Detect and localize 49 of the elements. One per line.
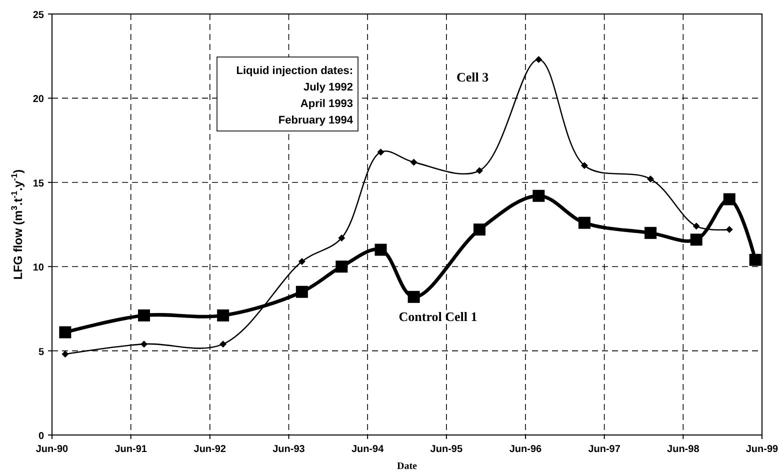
x-axis-title: Date <box>397 461 418 472</box>
x-tick-label: Jun-97 <box>588 444 621 455</box>
y-tick-label: 25 <box>32 10 44 21</box>
point <box>410 158 418 166</box>
x-tick-label: Jun-91 <box>114 444 148 455</box>
x-tick-label: Jun-93 <box>272 444 306 455</box>
point <box>377 148 384 156</box>
point <box>535 56 542 63</box>
y-tick-label: 0 <box>38 431 44 442</box>
x-tick-label: Jun-92 <box>194 444 226 455</box>
annotation: Liquid injection dates: <box>236 65 353 77</box>
x-tick-label: Jun-94 <box>351 444 384 455</box>
point <box>59 326 72 338</box>
annotation: April 1993 <box>300 98 353 110</box>
point <box>408 290 420 303</box>
x-tick-label: Jun-96 <box>509 444 542 455</box>
point <box>580 162 588 170</box>
text: Cell 3 <box>456 69 490 84</box>
annotation: February 1994 <box>278 114 354 126</box>
point <box>217 309 230 322</box>
x-tick-label: Jun-90 <box>36 444 69 455</box>
point <box>296 286 308 298</box>
x-tick-label: Jun-95 <box>430 444 463 455</box>
point <box>298 258 306 266</box>
point <box>473 224 486 236</box>
point <box>476 167 483 174</box>
point <box>647 176 654 183</box>
point <box>138 309 150 322</box>
point <box>62 350 69 358</box>
point <box>336 260 348 273</box>
point <box>374 244 387 256</box>
annotation: July 1992 <box>303 82 353 94</box>
point <box>140 340 148 348</box>
point <box>338 234 346 242</box>
point <box>690 234 702 246</box>
y-tick-label: 5 <box>38 346 44 358</box>
x-tick-label: Jun-98 <box>667 444 700 455</box>
point <box>578 216 590 229</box>
point <box>220 340 227 348</box>
point <box>692 222 700 230</box>
point <box>723 193 736 206</box>
point <box>532 190 545 202</box>
y-tick-label: 20 <box>32 94 44 106</box>
point <box>749 254 762 266</box>
y-tick-label: 15 <box>32 178 44 190</box>
point <box>644 226 657 239</box>
x-tick-label: Jun-99 <box>746 444 779 455</box>
point <box>726 226 733 234</box>
y-tick-label: 10 <box>32 262 44 274</box>
